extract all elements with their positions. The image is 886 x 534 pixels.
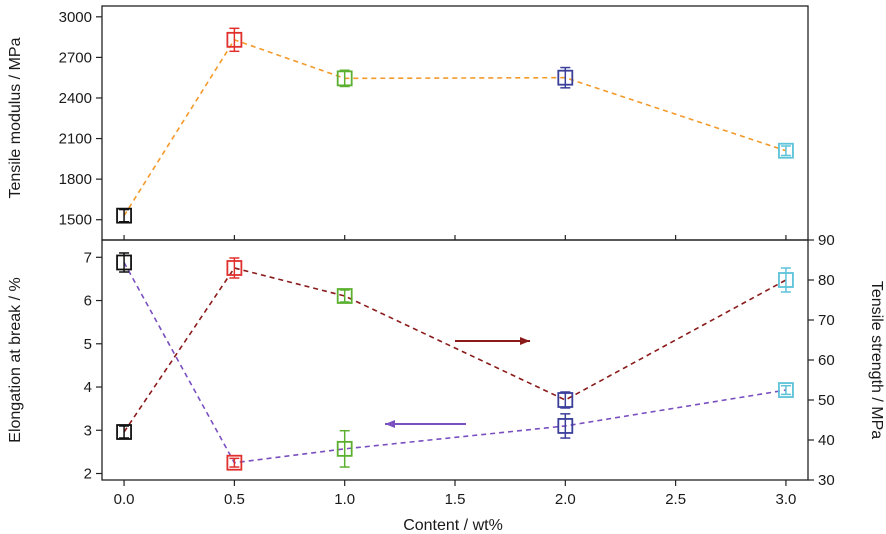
data-point: [116, 424, 132, 440]
y-tick-label-right: 70: [818, 312, 835, 329]
data-point: [116, 254, 132, 271]
y-tick-label: 7: [84, 249, 92, 266]
x-tick-label: 3.0: [776, 491, 797, 508]
y-tick-label: 2100: [59, 131, 92, 148]
y-tick-label: 1500: [59, 212, 92, 229]
top-plot-frame: [101, 5, 809, 241]
y-tick-label: 2400: [59, 90, 92, 107]
data-point: [336, 440, 353, 457]
y-tick-label: 5: [84, 336, 92, 353]
y-tick-label: 2700: [59, 49, 92, 66]
y-tick-label: 3000: [59, 9, 92, 26]
data-point: [557, 418, 574, 434]
series-line: [123, 267, 787, 433]
y-tick-label-right: 80: [818, 272, 835, 289]
y-tick-label: 4: [84, 379, 92, 396]
data-point: [336, 288, 353, 304]
x-tick-label: 1.5: [445, 491, 466, 508]
y-axis-label-right: Tensile strength / MPa: [868, 281, 885, 439]
y-tick-label-right: 60: [818, 352, 835, 369]
series-line: [123, 38, 787, 217]
data-point: [336, 70, 353, 87]
arrow-to-left-axis-head: [385, 420, 395, 428]
arrow-to-right-axis-head: [520, 337, 530, 345]
data-point: [557, 392, 574, 408]
y-tick-label: 2: [84, 466, 92, 483]
x-axis-label: Content / wt%: [403, 517, 503, 534]
y-tick-label-right: 40: [818, 432, 835, 449]
data-point: [778, 272, 794, 288]
y-axis-label-bottom: Elongation at break / %: [7, 277, 24, 442]
data-point: [557, 69, 574, 86]
y-tick-label: 1800: [59, 171, 92, 188]
y-tick-label-right: 30: [818, 472, 835, 489]
y-axis-label-top: Tensile modulus / MPa: [7, 37, 24, 198]
x-tick-label: 0.5: [224, 491, 245, 508]
bottom-plot-frame: [101, 239, 809, 481]
data-point: [116, 207, 132, 224]
data-point: [778, 142, 794, 159]
data-point: [226, 454, 243, 471]
x-tick-label: 2.0: [555, 491, 576, 508]
y-tick-label-right: 50: [818, 392, 835, 409]
x-tick-label: 1.0: [334, 491, 355, 508]
data-point: [226, 260, 243, 276]
data-point: [778, 382, 794, 398]
x-tick-label: 0.0: [114, 491, 135, 508]
y-tick-label-right: 90: [818, 232, 835, 249]
data-point: [226, 31, 243, 48]
x-tick-label: 2.5: [665, 491, 686, 508]
y-tick-label: 6: [84, 293, 92, 310]
y-tick-label: 3: [84, 422, 92, 439]
series-line: [123, 262, 787, 464]
